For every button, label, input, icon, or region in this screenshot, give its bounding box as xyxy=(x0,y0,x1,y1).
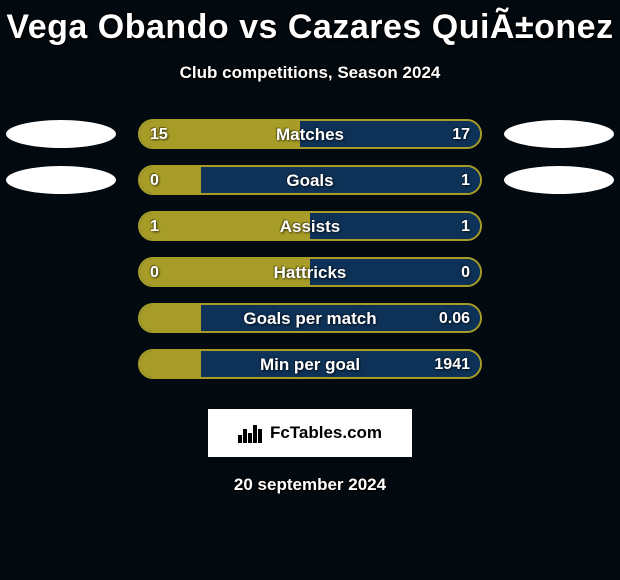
stat-bar: 15Matches17 xyxy=(138,119,482,149)
stat-label: Matches xyxy=(140,121,480,149)
stat-value-right: 0 xyxy=(461,259,470,287)
stat-label: Hattricks xyxy=(140,259,480,287)
comparison-infographic: Vega Obando vs Cazares QuiÃ±onez Club co… xyxy=(0,0,620,580)
player-left-logo-placeholder xyxy=(6,120,116,148)
stats-rows: 15Matches170Goals11Assists10Hattricks0Go… xyxy=(0,119,620,395)
stat-bar: Goals per match0.06 xyxy=(138,303,482,333)
page-title: Vega Obando vs Cazares QuiÃ±onez xyxy=(0,0,620,47)
stat-bar: 1Assists1 xyxy=(138,211,482,241)
stat-row: 1Assists1 xyxy=(0,211,620,257)
stat-row: 15Matches17 xyxy=(0,119,620,165)
stat-bar: 0Goals1 xyxy=(138,165,482,195)
bars-icon xyxy=(238,423,264,443)
stat-label: Assists xyxy=(140,213,480,241)
site-logo: FcTables.com xyxy=(208,409,412,457)
stat-value-right: 1 xyxy=(461,167,470,195)
stat-value-right: 1 xyxy=(461,213,470,241)
logo-text: FcTables.com xyxy=(270,423,382,443)
stat-label: Goals xyxy=(140,167,480,195)
stat-label: Min per goal xyxy=(140,351,480,379)
stat-bar: Min per goal1941 xyxy=(138,349,482,379)
stat-value-right: 17 xyxy=(452,121,470,149)
player-right-logo-placeholder xyxy=(504,166,614,194)
date-text: 20 september 2024 xyxy=(0,475,620,495)
stat-row: 0Hattricks0 xyxy=(0,257,620,303)
stat-row: Goals per match0.06 xyxy=(0,303,620,349)
stat-row: Min per goal1941 xyxy=(0,349,620,395)
player-left-logo-placeholder xyxy=(6,166,116,194)
stat-row: 0Goals1 xyxy=(0,165,620,211)
page-subtitle: Club competitions, Season 2024 xyxy=(0,63,620,83)
stat-bar: 0Hattricks0 xyxy=(138,257,482,287)
player-right-logo-placeholder xyxy=(504,120,614,148)
stat-label: Goals per match xyxy=(140,305,480,333)
stat-value-right: 1941 xyxy=(434,351,470,379)
stat-value-right: 0.06 xyxy=(439,305,470,333)
